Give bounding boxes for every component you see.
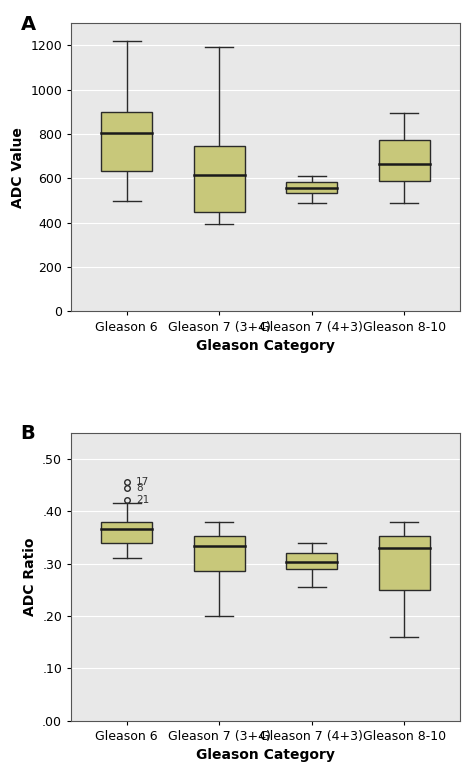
Bar [101, 522, 152, 542]
Text: 8: 8 [136, 483, 143, 493]
X-axis label: Gleason Category: Gleason Category [196, 749, 335, 763]
Bar [379, 140, 430, 181]
Bar [194, 146, 245, 212]
Text: A: A [20, 15, 36, 33]
Bar [194, 536, 245, 571]
Y-axis label: ADC Value: ADC Value [10, 127, 25, 208]
Bar [286, 553, 337, 569]
Text: 21: 21 [136, 494, 149, 505]
X-axis label: Gleason Category: Gleason Category [196, 339, 335, 353]
Bar [379, 536, 430, 590]
Y-axis label: ADC Ratio: ADC Ratio [23, 537, 36, 616]
Bar [286, 182, 337, 193]
Text: B: B [20, 424, 36, 443]
Text: 17: 17 [136, 477, 149, 487]
Bar [101, 112, 152, 170]
